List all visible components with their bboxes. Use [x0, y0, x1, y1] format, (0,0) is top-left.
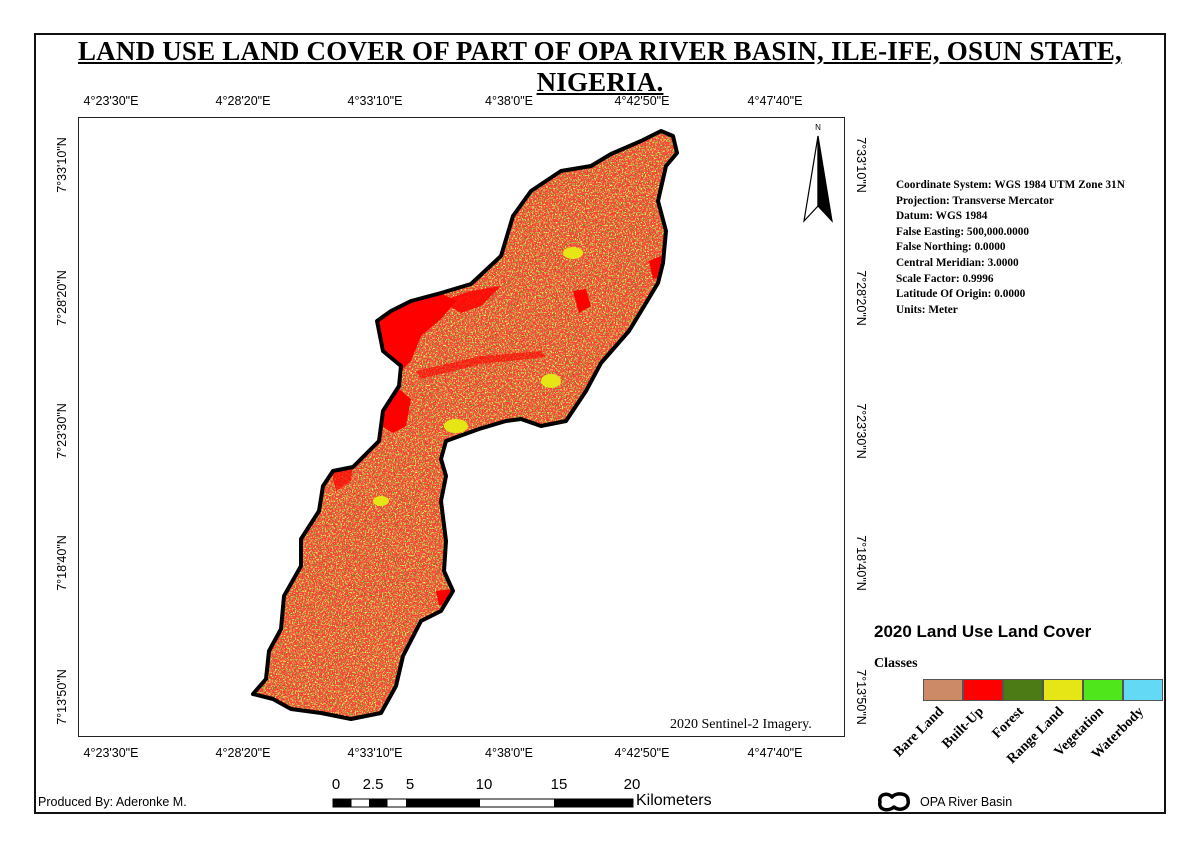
- crs-coordinate-system: Coordinate System: WGS 1984 UTM Zone 31N: [896, 179, 1125, 191]
- lon-tick-bottom: 4°33'10"E: [347, 746, 403, 760]
- lon-tick-top: 4°28'20"E: [215, 94, 271, 108]
- lat-tick-left: 7°28'20"N: [55, 270, 69, 326]
- lat-tick-left: 7°23'30"N: [55, 403, 69, 459]
- legend-swatch-bare-land: [923, 679, 963, 701]
- scale-tick-label: 5: [405, 776, 415, 793]
- land-cover-map: N: [251, 123, 833, 721]
- crs-datum: Datum: WGS 1984: [896, 210, 988, 223]
- basin-outline-icon: [878, 792, 910, 812]
- crs-central-meridian: Central Meridian: 3.0000: [896, 256, 1019, 269]
- lon-tick-top: 4°38'0"E: [485, 94, 533, 108]
- legend-swatch-range-land: [1043, 679, 1083, 701]
- basin-boundary: [251, 129, 679, 721]
- produced-by: Produced By: Aderonke M.: [38, 795, 187, 809]
- map-data-frame[interactable]: N: [78, 117, 845, 737]
- legend-title: 2020 Land Use Land Cover: [874, 622, 1092, 641]
- north-arrow-icon: [803, 135, 833, 223]
- scale-tick-label: 10: [475, 776, 493, 793]
- lon-tick-bottom: 4°23'30"E: [83, 746, 139, 760]
- lat-tick-right: 7°33'10"N: [854, 137, 868, 193]
- lon-tick-bottom: 4°38'0"E: [485, 746, 533, 760]
- scale-tick-label: 2.5: [362, 776, 384, 793]
- legend-swatch-waterbody: [1123, 679, 1163, 701]
- lon-tick-top: 4°23'30"E: [83, 94, 139, 108]
- lat-tick-right: 7°28'20"N: [854, 270, 868, 326]
- lon-tick-top: 4°33'10"E: [347, 94, 403, 108]
- lon-tick-top: 4°42'50"E: [614, 94, 670, 108]
- crs-units: Units: Meter: [896, 303, 958, 316]
- imagery-note: 2020 Sentinel-2 Imagery.: [670, 717, 812, 732]
- lat-tick-left: 7°18'40"N: [55, 535, 69, 591]
- basin-legend-label: OPA River Basin: [920, 795, 1013, 809]
- lon-tick-bottom: 4°28'20"E: [215, 746, 271, 760]
- lat-tick-left: 7°13'50"N: [55, 669, 69, 725]
- lat-tick-left: 7°33'10"N: [55, 137, 69, 193]
- map-layout-frame: [34, 33, 1166, 814]
- crs-false-easting: False Easting: 500,000.0000: [896, 225, 1030, 238]
- scale-tick-label: 0: [331, 776, 341, 793]
- scale-unit: Kilometers: [636, 792, 712, 809]
- legend-swatch-built-up: [963, 679, 1003, 701]
- scale-tick-label: 15: [550, 776, 568, 793]
- lat-tick-right: 7°13'50"N: [854, 669, 868, 725]
- legend-swatch-forest: [1003, 679, 1043, 701]
- lon-tick-top: 4°47'40"E: [747, 94, 803, 108]
- north-label: N: [815, 123, 821, 132]
- crs-projection: Projection: Transverse Mercator: [896, 194, 1054, 207]
- crs-false-northing: False Northing: 0.0000: [896, 241, 1006, 254]
- legend-classes-label: Classes: [874, 656, 918, 671]
- crs-latitude-of-origin: Latitude Of Origin: 0.0000: [896, 288, 1026, 301]
- crs-info: Coordinate System: WGS 1984 UTM Zone 31N…: [896, 178, 1125, 318]
- land-cover-raster: [253, 131, 677, 719]
- lat-tick-right: 7°18'40"N: [854, 535, 868, 591]
- lon-tick-bottom: 4°42'50"E: [614, 746, 670, 760]
- scale-bar: [332, 798, 634, 808]
- lon-tick-bottom: 4°47'40"E: [747, 746, 803, 760]
- scale-tick-label: 20: [623, 776, 641, 793]
- map-title: LAND USE LAND COVER OF PART OF OPA RIVER…: [77, 36, 1123, 97]
- legend-swatch-vegetation: [1083, 679, 1123, 701]
- crs-scale-factor: Scale Factor: 0.9996: [896, 272, 994, 285]
- lat-tick-right: 7°23'30"N: [854, 403, 868, 459]
